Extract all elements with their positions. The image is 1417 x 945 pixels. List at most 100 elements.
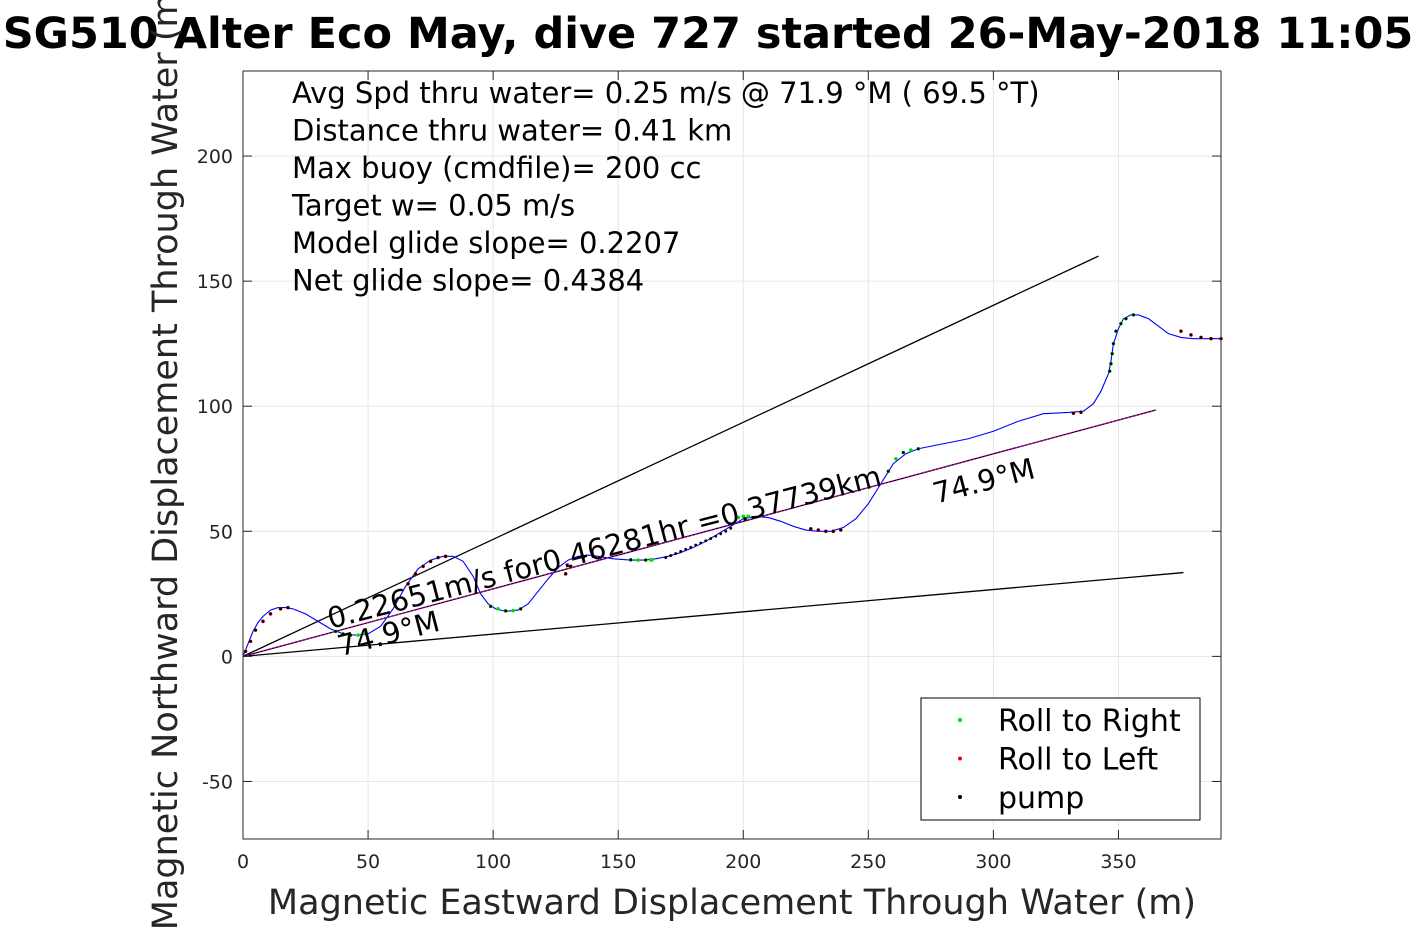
point-pump bbox=[414, 572, 417, 576]
point-pump bbox=[901, 451, 905, 454]
y-axis-label: Magnetic Northward Displacement Through … bbox=[146, 0, 186, 930]
stat-line-0: Avg Spd thru water= 0.25 m/s @ 71.9 °M (… bbox=[292, 76, 1040, 110]
reference-line-upper bbox=[242, 255, 1099, 657]
point-pump bbox=[1124, 317, 1128, 321]
point-pump bbox=[824, 529, 828, 533]
point-pump bbox=[519, 607, 523, 611]
legend-marker-roll-to-left bbox=[958, 756, 962, 761]
point-pump bbox=[1072, 411, 1075, 415]
point-pump bbox=[699, 541, 703, 545]
point-pump bbox=[1209, 337, 1213, 341]
point-pump bbox=[709, 537, 713, 540]
point-pump bbox=[719, 532, 723, 536]
point-roll-to-right bbox=[894, 456, 898, 461]
point-pump bbox=[714, 534, 718, 538]
point-pump bbox=[1119, 322, 1123, 326]
point-pump bbox=[689, 545, 693, 549]
y-tick-label: 0 bbox=[221, 646, 233, 668]
point-pump bbox=[684, 547, 688, 551]
point-pump bbox=[436, 556, 440, 559]
point-pump bbox=[669, 554, 673, 557]
point-pump bbox=[244, 649, 247, 653]
point-pump bbox=[1112, 342, 1115, 346]
y-tick-label: 50 bbox=[209, 521, 233, 543]
x-tick-label: 150 bbox=[600, 851, 636, 873]
point-roll-to-right bbox=[363, 632, 368, 636]
point-pump bbox=[504, 609, 508, 613]
point-roll-to-right bbox=[736, 515, 741, 520]
point-pump bbox=[664, 556, 668, 559]
point-pump bbox=[916, 447, 920, 451]
point-pump bbox=[704, 539, 708, 543]
point-pump bbox=[286, 606, 290, 609]
point-pump bbox=[629, 558, 633, 562]
point-pump bbox=[489, 604, 493, 608]
grid-lines bbox=[242, 71, 1221, 839]
point-roll-to-right bbox=[496, 607, 500, 611]
point-pump bbox=[724, 529, 728, 533]
legend-label-pump: pump bbox=[998, 781, 1084, 816]
legend-marker-pump bbox=[958, 795, 962, 799]
point-pump bbox=[1179, 329, 1183, 333]
axis-ticks: 0 50 100 150 200 250 300 350 -50 0 50 100 150 200 bbox=[197, 71, 1221, 873]
stat-line-5: Net glide slope= 0.4384 bbox=[292, 264, 644, 298]
point-roll-to-right bbox=[909, 448, 913, 452]
stat-line-4: Model glide slope= 0.2207 bbox=[292, 226, 680, 260]
point-pump bbox=[444, 554, 448, 558]
stats-block: Avg Spd thru water= 0.25 m/s @ 71.9 °M (… bbox=[291, 76, 1040, 298]
point-pump bbox=[406, 582, 410, 586]
x-axis-label: Magnetic Eastward Displacement Through W… bbox=[268, 883, 1196, 923]
legend-label-roll-to-right: Roll to Right bbox=[998, 704, 1181, 739]
point-pump bbox=[1132, 313, 1135, 317]
point-pump bbox=[679, 549, 683, 553]
y-tick-label: 100 bbox=[197, 396, 233, 418]
point-pump bbox=[809, 527, 813, 531]
point-pump bbox=[886, 469, 890, 473]
stat-line-3: Target w= 0.05 m/s bbox=[291, 189, 575, 223]
point-pump bbox=[729, 526, 733, 530]
point-roll-to-right bbox=[356, 633, 360, 637]
point-pump bbox=[429, 559, 432, 563]
x-tick-label: 350 bbox=[1100, 851, 1136, 873]
point-roll-to-right bbox=[511, 608, 515, 613]
point-pump bbox=[1079, 410, 1083, 414]
legend-label-roll-to-left: Roll to Left bbox=[998, 743, 1158, 778]
y-tick-label: -50 bbox=[202, 771, 233, 793]
x-tick-label: 200 bbox=[725, 851, 761, 873]
point-pump bbox=[279, 607, 282, 611]
point-pump bbox=[694, 543, 698, 547]
point-pump bbox=[581, 556, 585, 559]
point-pump bbox=[569, 564, 573, 568]
reference-line-lower bbox=[242, 571, 1184, 658]
point-pump bbox=[1114, 329, 1118, 333]
legend-box bbox=[920, 697, 1201, 821]
point-pump bbox=[269, 612, 272, 616]
point-pump bbox=[644, 558, 648, 562]
series-layer bbox=[242, 313, 1223, 658]
point-roll-to-right bbox=[650, 558, 654, 562]
y-tick-label: 150 bbox=[197, 271, 233, 293]
point-pump bbox=[421, 564, 425, 568]
point-pump bbox=[831, 529, 835, 533]
x-tick-label: 250 bbox=[850, 851, 886, 873]
point-roll-to-right bbox=[741, 514, 746, 519]
stat-line-1: Distance thru water= 0.41 km bbox=[292, 114, 732, 148]
x-tick-label: 0 bbox=[237, 851, 249, 873]
x-tick-label: 300 bbox=[975, 851, 1011, 873]
point-pump bbox=[261, 619, 265, 623]
point-pump bbox=[1108, 369, 1112, 373]
point-pump bbox=[1110, 352, 1114, 356]
point-roll-to-right bbox=[746, 514, 751, 519]
point-pump bbox=[839, 528, 843, 532]
point-pump bbox=[349, 633, 352, 637]
point-pump bbox=[341, 632, 345, 636]
point-pump bbox=[1109, 362, 1113, 366]
point-pump bbox=[334, 629, 337, 633]
point-pump bbox=[674, 552, 678, 555]
x-tick-label: 100 bbox=[475, 851, 511, 873]
point-pump bbox=[564, 572, 568, 576]
point-roll-to-right bbox=[636, 558, 641, 562]
chart-title: SG510 Alter Eco May, dive 727 started 26… bbox=[3, 9, 1414, 59]
